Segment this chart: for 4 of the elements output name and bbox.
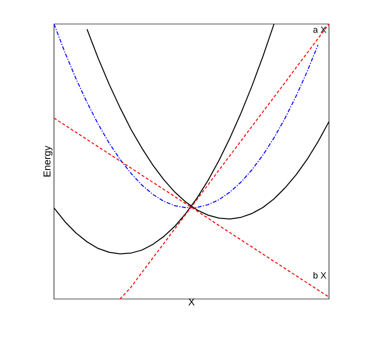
y-axis-title: Energy <box>44 146 52 176</box>
annotation: a X <box>313 26 326 33</box>
annotation: b X <box>314 272 326 279</box>
x-axis-title: X <box>188 298 195 306</box>
